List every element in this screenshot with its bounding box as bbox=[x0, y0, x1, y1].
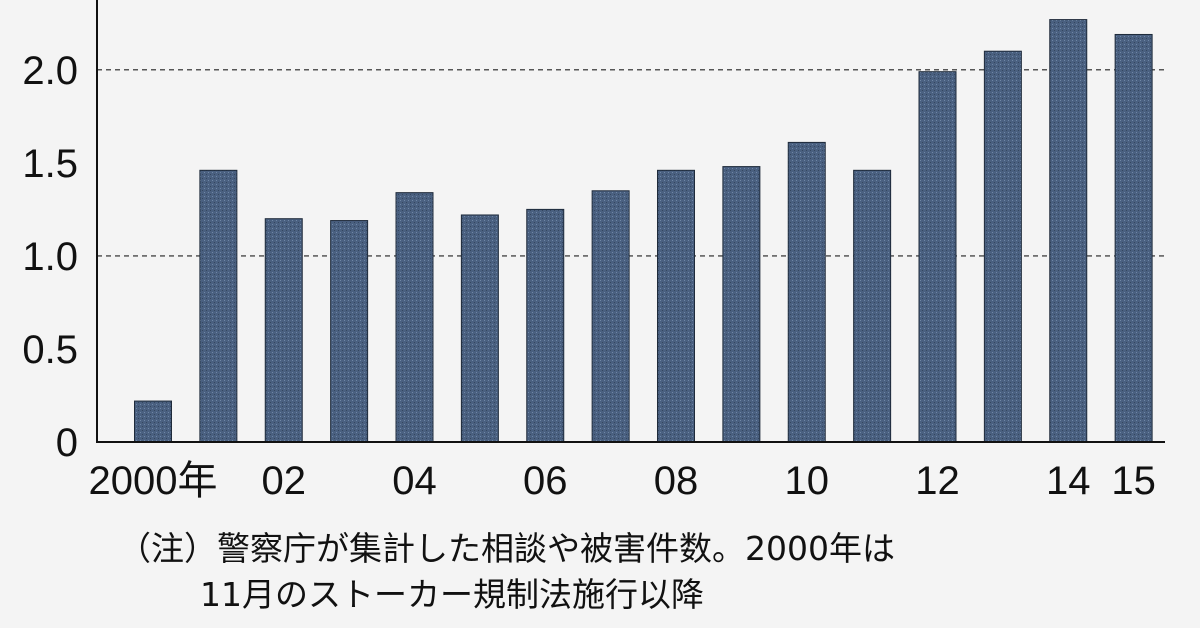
bar-2004 bbox=[395, 192, 434, 443]
x-tick-label: 10 bbox=[785, 459, 830, 503]
bar-2015 bbox=[1114, 33, 1153, 443]
bar-2014 bbox=[1049, 19, 1088, 443]
y-tick-label: 2.0 bbox=[22, 49, 78, 93]
x-tick-label: 15 bbox=[1111, 459, 1156, 503]
y-tick-label: 1.5 bbox=[22, 142, 78, 186]
footnote-line-1: （注）警察庁が集計した相談や被害件数。2000年は bbox=[118, 529, 895, 568]
bar-2001 bbox=[199, 169, 238, 443]
x-tick-label: 04 bbox=[392, 459, 437, 503]
bar-2008 bbox=[657, 169, 695, 443]
bar-2006 bbox=[526, 208, 565, 443]
bars bbox=[134, 19, 1153, 443]
bar-2000 bbox=[134, 400, 172, 443]
gridlines bbox=[97, 69, 1165, 257]
x-tick-label: 08 bbox=[654, 459, 699, 503]
footnote-line-2: 11月のストーカー規制法施行以降 bbox=[200, 575, 704, 614]
bar-chart: 0 0.5 1.0 1.5 2.0 2000年 02 04 06 08 10 12 14 15 bbox=[22, 0, 1165, 503]
bar-2012 bbox=[918, 71, 957, 443]
y-tick-labels: 0 0.5 1.0 1.5 2.0 bbox=[22, 49, 78, 465]
bar-2003 bbox=[330, 220, 369, 443]
bar-2011 bbox=[853, 169, 892, 443]
x-tick-label: 12 bbox=[915, 459, 960, 503]
x-tick-labels: 2000年 02 04 06 08 10 12 14 15 bbox=[89, 459, 1156, 503]
y-tick-label: 1.0 bbox=[22, 235, 78, 279]
y-tick-label: 0.5 bbox=[22, 328, 78, 372]
bar-2002 bbox=[264, 218, 303, 443]
bar-2010 bbox=[787, 141, 826, 443]
x-tick-label: 02 bbox=[262, 459, 307, 503]
bar-2007 bbox=[591, 190, 630, 443]
x-tick-label: 06 bbox=[523, 459, 568, 503]
bar-2005 bbox=[460, 214, 499, 443]
x-tick-label: 2000年 bbox=[89, 459, 218, 503]
bar-2009 bbox=[722, 166, 761, 443]
x-tick-label: 14 bbox=[1046, 459, 1091, 503]
bar-2013 bbox=[983, 50, 1022, 443]
y-tick-label: 0 bbox=[56, 421, 78, 465]
